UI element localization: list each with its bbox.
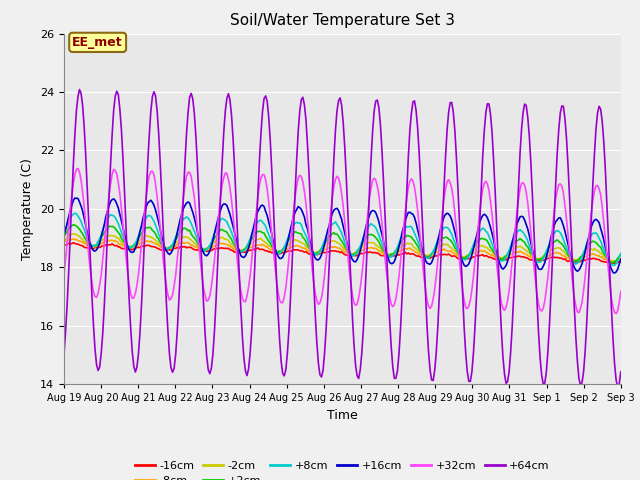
-16cm	[228, 247, 236, 253]
+8cm	[228, 229, 236, 235]
+8cm	[609, 263, 617, 268]
+2cm	[70, 222, 77, 228]
-16cm	[617, 259, 625, 264]
+64cm	[617, 369, 625, 374]
+2cm	[246, 239, 254, 244]
+32cm	[130, 295, 138, 301]
+64cm	[305, 172, 313, 178]
+8cm	[71, 210, 79, 216]
-8cm	[255, 242, 263, 248]
+8cm	[588, 232, 595, 238]
+2cm	[607, 260, 615, 265]
+2cm	[228, 237, 236, 242]
-8cm	[588, 252, 595, 257]
+32cm	[588, 210, 595, 216]
X-axis label: Time: Time	[327, 408, 358, 421]
+2cm	[588, 239, 595, 245]
+2cm	[305, 244, 313, 250]
-16cm	[130, 246, 138, 252]
+8cm	[60, 230, 68, 236]
Line: +8cm: +8cm	[64, 213, 621, 265]
+64cm	[130, 363, 138, 369]
+64cm	[255, 158, 263, 164]
-2cm	[130, 243, 138, 249]
-2cm	[305, 247, 313, 252]
-8cm	[617, 256, 625, 262]
Legend: -16cm, -8cm, -2cm, +2cm, +8cm, +16cm, +32cm, +64cm: -16cm, -8cm, -2cm, +2cm, +8cm, +16cm, +3…	[131, 456, 554, 480]
+64cm	[76, 86, 83, 92]
-8cm	[228, 245, 236, 251]
-8cm	[606, 259, 614, 264]
+16cm	[60, 232, 68, 238]
+8cm	[617, 251, 625, 256]
+16cm	[228, 217, 236, 223]
Line: -16cm: -16cm	[64, 243, 621, 264]
+16cm	[246, 240, 254, 245]
-8cm	[130, 244, 138, 250]
-16cm	[70, 240, 77, 246]
+2cm	[130, 243, 138, 249]
+32cm	[74, 166, 82, 171]
-2cm	[71, 231, 79, 237]
+64cm	[60, 351, 68, 357]
Line: +2cm: +2cm	[64, 225, 621, 263]
+8cm	[246, 236, 254, 241]
+16cm	[617, 256, 625, 262]
-8cm	[70, 236, 77, 242]
+8cm	[305, 241, 313, 247]
+64cm	[228, 112, 236, 118]
-2cm	[255, 236, 263, 242]
-8cm	[60, 240, 68, 245]
Line: +16cm: +16cm	[64, 198, 621, 273]
-16cm	[255, 246, 263, 252]
+2cm	[255, 228, 263, 234]
-8cm	[246, 245, 254, 251]
Title: Soil/Water Temperature Set 3: Soil/Water Temperature Set 3	[230, 13, 455, 28]
+16cm	[71, 195, 79, 201]
Line: -2cm: -2cm	[64, 234, 621, 262]
+64cm	[588, 216, 595, 222]
-16cm	[611, 261, 618, 266]
-16cm	[305, 251, 313, 257]
+32cm	[612, 311, 620, 316]
-2cm	[588, 246, 595, 252]
-2cm	[246, 242, 254, 248]
-16cm	[588, 256, 595, 262]
+16cm	[588, 224, 595, 229]
-16cm	[60, 242, 68, 248]
Line: +32cm: +32cm	[64, 168, 621, 313]
+8cm	[255, 217, 263, 223]
+2cm	[60, 234, 68, 240]
+32cm	[305, 233, 313, 239]
+16cm	[305, 234, 313, 240]
Line: -8cm: -8cm	[64, 239, 621, 262]
-16cm	[246, 247, 254, 253]
+16cm	[611, 270, 618, 276]
+32cm	[60, 271, 68, 277]
-2cm	[60, 237, 68, 243]
Text: EE_met: EE_met	[72, 36, 123, 49]
-2cm	[228, 241, 236, 247]
+32cm	[228, 197, 236, 203]
+2cm	[617, 251, 625, 257]
+16cm	[255, 206, 263, 212]
-2cm	[607, 259, 615, 264]
Line: +64cm: +64cm	[64, 89, 621, 387]
-8cm	[305, 249, 313, 254]
+16cm	[130, 249, 138, 254]
+32cm	[255, 182, 263, 188]
+32cm	[246, 273, 254, 278]
+64cm	[246, 350, 254, 356]
+32cm	[617, 288, 625, 294]
Y-axis label: Temperature (C): Temperature (C)	[22, 158, 35, 260]
-2cm	[617, 253, 625, 259]
+8cm	[130, 242, 138, 248]
+64cm	[614, 384, 621, 390]
